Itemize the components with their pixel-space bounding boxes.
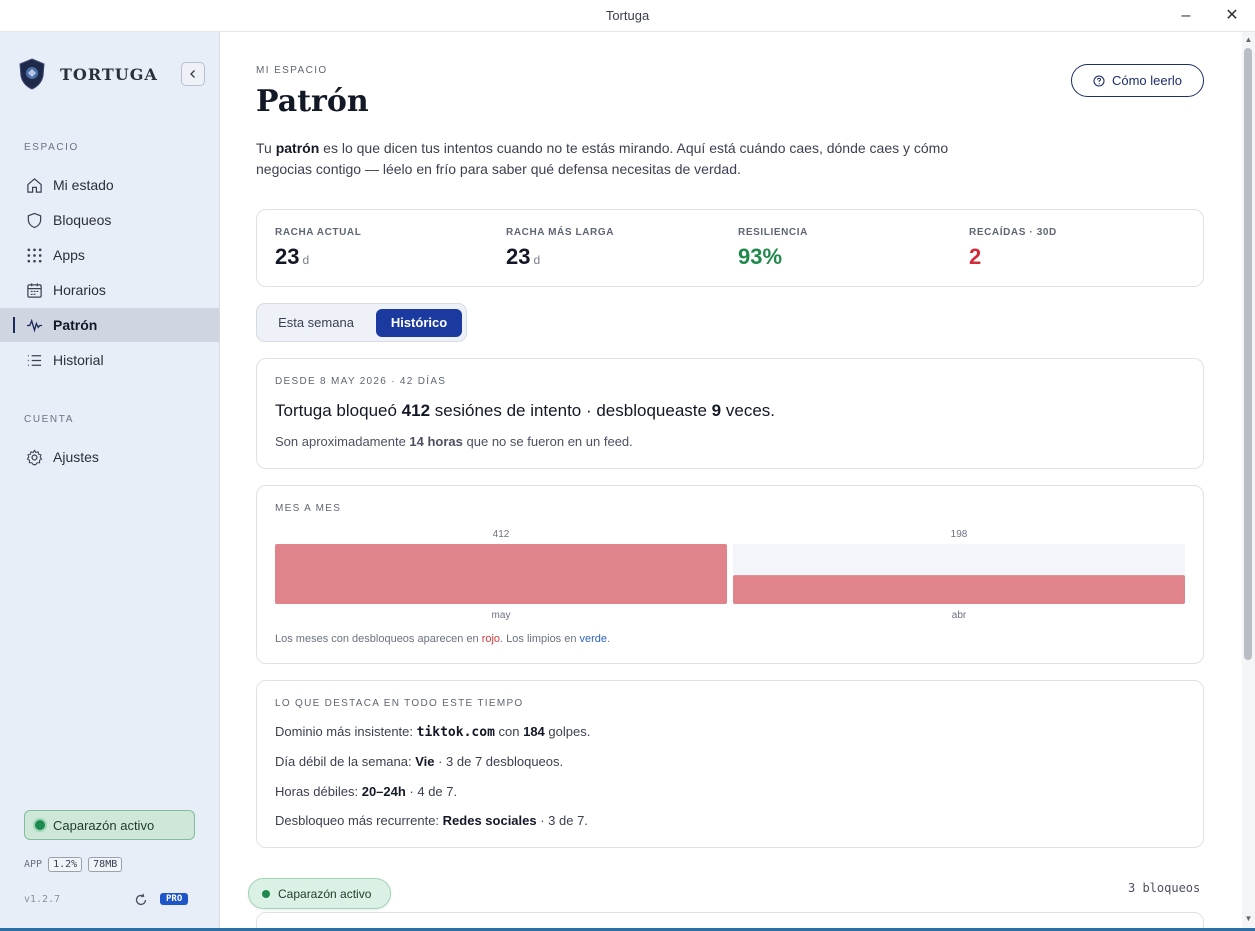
sidebar-item-label: Horarios (53, 282, 106, 298)
sidebar-item-ajustes[interactable]: Ajustes (0, 440, 219, 474)
app-resource-usage: APP 1.2% 78MB (24, 857, 123, 872)
page-eyebrow: MI ESPACIO (256, 65, 328, 76)
sidebar-item-horarios[interactable]: Horarios (0, 273, 219, 307)
chart-legend-note: Los meses con desbloqueos aparecen en ro… (275, 633, 611, 645)
highlight-domain: Dominio más insistente: tiktok.com con 1… (275, 724, 591, 740)
brand: TORTUGA (18, 58, 158, 90)
stat-longest-streak: RACHA MÁS LARGA 23 d (506, 227, 615, 269)
main-content: MI ESPACIO Patrón Cómo leerlo Tu patrón … (220, 32, 1242, 931)
sidebar-item-label: Historial (53, 352, 104, 368)
brand-name: TORTUGA (60, 64, 158, 84)
grid-icon (27, 248, 42, 262)
page-title: Patrón (256, 84, 369, 119)
highlight-recurrent-unlock: Desbloqueo más recurrente: Redes sociale… (275, 813, 588, 828)
history-summary-card: DESDE 8 MAY 2026 · 42 DÍAS Tortuga bloqu… (256, 358, 1204, 469)
scroll-up-icon[interactable]: ▲ (1244, 35, 1253, 44)
shield-icon (27, 212, 42, 228)
main-scrollbar[interactable]: ▲ ▼ (1242, 32, 1255, 931)
summary-subline: Son aproximadamente 14 horas que no se f… (275, 434, 633, 449)
window-title: Tortuga (605, 8, 650, 23)
sidebar-item-mi-estado[interactable]: Mi estado (0, 168, 219, 202)
question-circle-icon (1093, 74, 1105, 87)
monthly-bar-chart: 412 may 198 abr (275, 529, 1185, 621)
section-label-cuenta: CUENTA (24, 414, 74, 425)
blocks-count: 3 bloqueos (1128, 881, 1201, 895)
memory-usage: 78MB (88, 857, 123, 872)
sidebar-item-label: Ajustes (53, 449, 99, 465)
tab-esta-semana[interactable]: Esta semana (278, 315, 354, 330)
help-button-label: Cómo leerlo (1111, 73, 1183, 88)
gear-icon (26, 448, 43, 465)
calendar-icon (27, 282, 42, 298)
shell-status-label: Caparazón activo (53, 817, 155, 833)
status-dot-icon (35, 820, 45, 830)
shell-status-badge[interactable]: Caparazón activo (24, 810, 195, 840)
stat-current-streak: RACHA ACTUAL 23 d (275, 227, 362, 269)
stats-card: RACHA ACTUAL 23 d RACHA MÁS LARGA 23 d RES… (256, 209, 1204, 287)
chart-title: MES A MES (275, 503, 342, 514)
highlights-eyebrow: LO QUE DESTACA EN TODO ESTE TIEMPO (275, 698, 524, 709)
bottom-accent-rule (0, 928, 1255, 931)
chevron-left-icon (190, 70, 195, 78)
sidebar-item-apps[interactable]: Apps (0, 238, 219, 272)
sidebar: TORTUGA ESPACIO Mi estado Bloqueos Apps … (0, 32, 220, 931)
home-icon (27, 177, 42, 193)
cpu-usage: 1.2% (48, 857, 83, 872)
sidebar-item-patron[interactable]: Patrón (0, 308, 219, 342)
app-label: APP (24, 859, 43, 870)
scroll-down-icon[interactable]: ▼ (1244, 914, 1253, 923)
tab-historico[interactable]: Histórico (376, 309, 462, 337)
bar-category-label: may (492, 610, 511, 621)
bar-value-label: 198 (951, 529, 968, 540)
summary-eyebrow: DESDE 8 MAY 2026 · 42 DÍAS (275, 376, 447, 387)
floating-status-label: Caparazón activo (278, 886, 372, 901)
sidebar-item-bloqueos[interactable]: Bloqueos (0, 203, 219, 237)
period-toggle: Esta semana Histórico (256, 303, 467, 342)
close-button[interactable]: ✕ (1225, 7, 1239, 24)
sidebar-item-label: Mi estado (53, 177, 114, 193)
section-label-espacio: ESPACIO (24, 142, 79, 153)
version-row: v1.2.7 PRO (24, 893, 196, 910)
bar-category-label: abr (952, 610, 967, 621)
highlight-weak-day: Día débil de la semana: Vie · 3 de 7 des… (275, 754, 564, 769)
status-dot-icon (262, 889, 270, 898)
plan-badge: PRO (160, 893, 189, 905)
sidebar-item-label: Patrón (53, 317, 98, 333)
blocks-card (256, 912, 1204, 931)
page-intro: Tu patrón es lo que dicen tus intentos c… (256, 140, 949, 177)
monthly-chart-card: MES A MES 412 may 198 abr Los meses con des… (256, 485, 1204, 664)
app-version: v1.2.7 (24, 894, 61, 905)
sidebar-item-label: Apps (53, 247, 85, 263)
bar-value-label: 412 (493, 529, 510, 540)
highlight-weak-hours: Horas débiles: 20–24h · 4 de 7. (275, 784, 458, 799)
help-button[interactable]: Cómo leerlo (1071, 64, 1204, 97)
bar-abr[interactable] (733, 575, 1185, 604)
stat-relapses: RECAÍDAS · 30D 2 (969, 227, 1057, 269)
refresh-icon[interactable] (134, 893, 148, 907)
floating-shell-status-badge[interactable]: Caparazón activo (248, 878, 391, 909)
bar-may[interactable] (275, 544, 727, 604)
summary-headline: Tortuga bloqueó 412 sesiónes de intento … (275, 401, 775, 420)
collapse-sidebar-button[interactable] (181, 62, 205, 86)
stat-resilience: RESILIENCIA 93% (738, 227, 808, 269)
list-icon (27, 354, 42, 366)
minimize-button[interactable]: – (1181, 7, 1191, 24)
sidebar-item-historial[interactable]: Historial (0, 343, 219, 377)
scrollbar-thumb[interactable] (1244, 48, 1252, 660)
sidebar-item-label: Bloqueos (53, 212, 112, 228)
turtle-shield-logo-icon (19, 58, 45, 90)
pulse-icon (26, 318, 43, 333)
highlights-card: LO QUE DESTACA EN TODO ESTE TIEMPO Domin… (256, 680, 1204, 848)
title-bar: Tortuga – ✕ (0, 0, 1255, 32)
